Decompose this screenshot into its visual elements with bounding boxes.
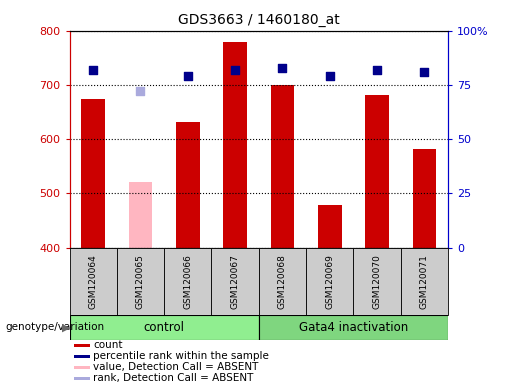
Bar [74,355,90,358]
Text: ▶: ▶ [62,322,71,333]
Text: percentile rank within the sample: percentile rank within the sample [93,351,269,361]
Point [278,65,286,71]
FancyBboxPatch shape [306,248,353,315]
Point [373,67,381,73]
FancyBboxPatch shape [259,315,448,340]
Point [325,73,334,79]
Bar [176,122,200,248]
Bar [318,205,341,248]
FancyBboxPatch shape [401,248,448,315]
Text: GSM120064: GSM120064 [89,254,98,309]
Point [89,67,97,73]
Title: GDS3663 / 1460180_at: GDS3663 / 1460180_at [178,13,340,27]
FancyBboxPatch shape [70,248,117,315]
Text: GSM120071: GSM120071 [420,254,429,309]
Bar [365,95,389,248]
FancyBboxPatch shape [164,248,212,315]
Text: GSM120069: GSM120069 [325,254,334,309]
Bar [224,41,247,248]
Bar [270,85,294,248]
Text: GSM120065: GSM120065 [136,254,145,309]
Text: rank, Detection Call = ABSENT: rank, Detection Call = ABSENT [93,374,254,384]
Text: value, Detection Call = ABSENT: value, Detection Call = ABSENT [93,362,259,372]
FancyBboxPatch shape [353,248,401,315]
FancyBboxPatch shape [117,248,164,315]
Bar [74,344,90,347]
Point [184,73,192,79]
FancyBboxPatch shape [259,248,306,315]
Point [136,88,145,94]
Text: genotype/variation: genotype/variation [5,322,104,333]
Point [231,67,239,73]
FancyBboxPatch shape [70,315,259,340]
Bar [129,182,152,248]
Text: count: count [93,340,123,350]
Point [420,69,428,75]
Bar [413,149,436,248]
Text: Gata4 inactivation: Gata4 inactivation [299,321,408,334]
Text: control: control [144,321,185,334]
Text: GSM120070: GSM120070 [372,254,382,309]
Bar [74,366,90,369]
FancyBboxPatch shape [212,248,259,315]
Bar [81,99,105,248]
Bar [74,377,90,380]
Text: GSM120066: GSM120066 [183,254,192,309]
Text: GSM120068: GSM120068 [278,254,287,309]
Text: GSM120067: GSM120067 [231,254,239,309]
